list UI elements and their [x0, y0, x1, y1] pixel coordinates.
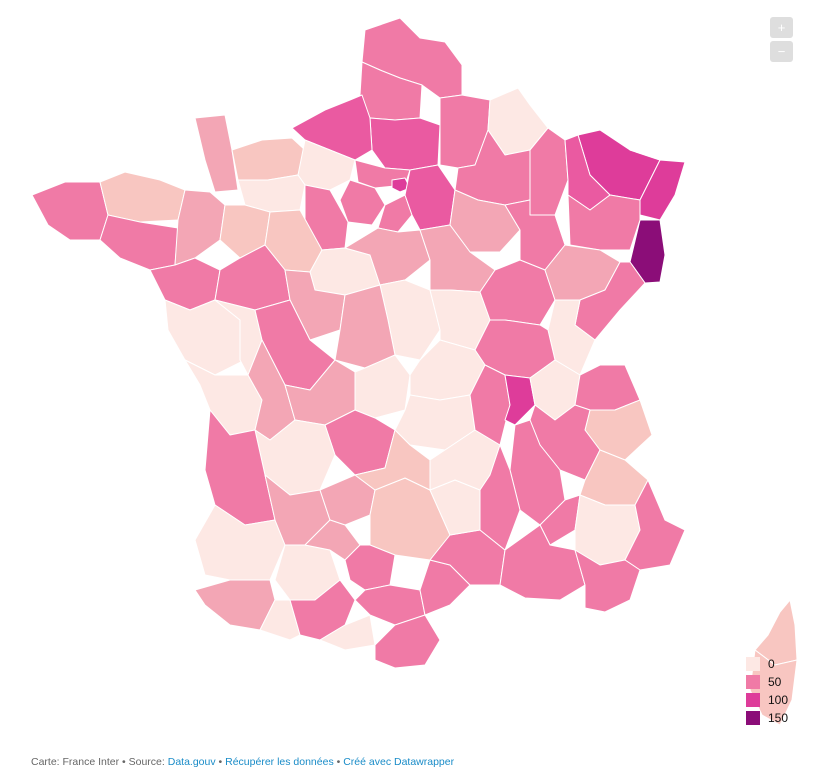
department-pyrenees-atlantiques[interactable]	[194, 579, 276, 631]
get-data-link[interactable]: Récupérer les données	[225, 756, 334, 768]
department-ille-et-vilaine[interactable]	[174, 189, 226, 266]
legend-swatch	[746, 693, 760, 707]
footer-separator: •	[333, 756, 344, 768]
legend-label: 100	[768, 693, 789, 707]
department-alpes-maritimes[interactable]	[624, 479, 686, 571]
legend-item: 0	[746, 655, 788, 673]
department-haute-garonne[interactable]	[289, 579, 356, 641]
legend-swatch	[746, 675, 760, 689]
legend-item: 150	[746, 709, 788, 727]
legend: 0 50 100 150	[746, 655, 788, 727]
datawrapper-link[interactable]: Créé avec Datawrapper	[343, 756, 455, 768]
department-tarn[interactable]	[344, 544, 396, 591]
footer-credits: Carte: France Inter • Source: Data.gouv …	[31, 756, 454, 768]
department-cotes-darmor[interactable]	[99, 171, 186, 223]
department-var[interactable]	[574, 549, 641, 613]
department-somme[interactable]	[369, 117, 441, 171]
department-vosges[interactable]	[567, 194, 641, 251]
legend-label: 50	[768, 675, 782, 689]
department-pyrenees-orientales[interactable]	[374, 614, 441, 669]
department-indre[interactable]	[334, 284, 396, 369]
legend-item: 100	[746, 691, 788, 709]
footer-prefix: Carte: France Inter • Source:	[31, 756, 168, 768]
legend-label: 0	[768, 657, 775, 671]
department-correze[interactable]	[324, 409, 396, 476]
department-seine-et-marne[interactable]	[404, 164, 456, 231]
department-yvelines[interactable]	[339, 179, 386, 226]
department-ariege[interactable]	[319, 614, 376, 651]
zoom-out-button[interactable]: −	[770, 41, 793, 62]
legend-swatch	[746, 657, 760, 671]
legend-swatch	[746, 711, 760, 725]
department-morbihan[interactable]	[99, 214, 179, 271]
footer-separator: •	[215, 756, 226, 768]
department-manche[interactable]	[194, 114, 239, 193]
department-ardeche[interactable]	[479, 444, 521, 551]
source-link[interactable]: Data.gouv	[167, 756, 216, 768]
zoom-in-button[interactable]: +	[770, 17, 793, 38]
department-bouches-du-rhone[interactable]	[499, 524, 586, 601]
department-calvados[interactable]	[231, 137, 306, 181]
legend-item: 50	[746, 673, 788, 691]
department-essonne[interactable]	[377, 194, 413, 233]
department-finistere[interactable]	[31, 181, 109, 241]
legend-label: 150	[768, 711, 789, 725]
department-haute-savoie[interactable]	[574, 364, 641, 411]
department-paris[interactable]	[391, 177, 411, 193]
